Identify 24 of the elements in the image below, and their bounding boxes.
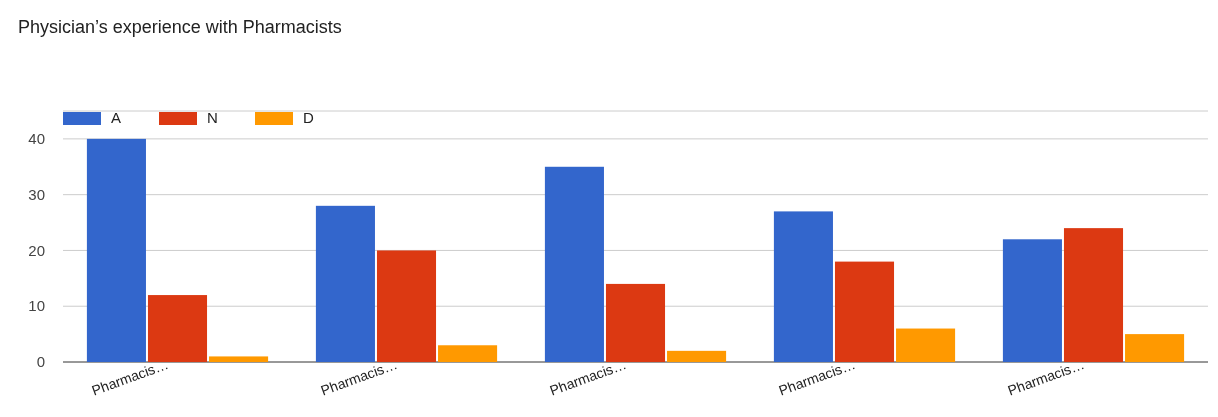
- bar: [896, 328, 956, 362]
- bar: [1125, 334, 1185, 362]
- y-tick-label: 10: [28, 297, 45, 315]
- legend-label: N: [207, 109, 218, 127]
- bar: [667, 350, 727, 362]
- chart-title: Physician’s experience with Pharmacists: [18, 17, 342, 37]
- bar: [544, 166, 604, 362]
- y-tick-label: 30: [28, 185, 45, 203]
- bar: [1002, 239, 1062, 362]
- bar: [834, 261, 895, 362]
- y-tick-label: 0: [36, 353, 45, 371]
- bar: [315, 205, 375, 362]
- bar: [209, 356, 269, 362]
- y-tick-label: 20: [28, 241, 45, 259]
- bar: [438, 345, 498, 362]
- bar: [1063, 228, 1124, 362]
- legend-label: A: [111, 109, 122, 127]
- legend-label: D: [303, 109, 314, 127]
- y-tick-label: 40: [28, 130, 45, 148]
- bar: [86, 138, 146, 362]
- bar: [376, 250, 437, 362]
- bar: [773, 211, 833, 362]
- bar: [147, 295, 208, 362]
- bar: [605, 283, 666, 362]
